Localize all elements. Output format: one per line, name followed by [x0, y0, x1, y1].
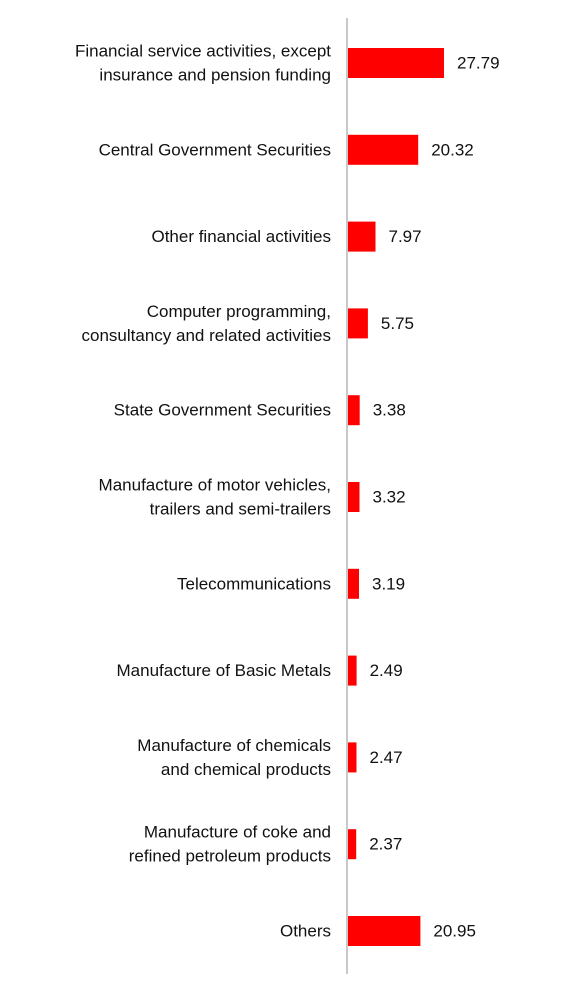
bar-0 — [348, 48, 444, 78]
category-labels-group: Financial service activities, except insu… — [75, 42, 331, 941]
category-label-1: Central Government Securities — [99, 140, 331, 159]
value-label-6: 3.19 — [372, 574, 405, 593]
category-label-line: Others — [280, 922, 331, 941]
category-label-0: Financial service activities, except insu… — [75, 42, 331, 85]
bar-2 — [348, 221, 376, 252]
category-label-line: refined petroleum products — [129, 847, 331, 866]
category-label-line: Manufacture of Basic Metals — [117, 661, 331, 680]
bar-4 — [348, 395, 360, 426]
category-label-4: State Government Securities — [114, 401, 331, 420]
category-label-line: Manufacture of motor vehicles, — [99, 476, 331, 495]
category-label-line: insurance and pension funding — [99, 66, 331, 85]
category-label-7: Manufacture of Basic Metals — [117, 661, 331, 680]
category-label-line: Central Government Securities — [99, 140, 331, 159]
bar-3 — [348, 308, 368, 339]
category-label-line: Telecommunications — [177, 574, 331, 593]
category-label-9: Manufacture of coke and refined petroleum… — [129, 823, 331, 866]
bar-9 — [348, 829, 357, 860]
category-label-line: trailers and semi-trailers — [150, 500, 331, 519]
value-labels-group: 27.79 20.32 7.97 5.75 3.38 3.32 3.19 2.49 2.47 2.… — [369, 54, 499, 941]
value-label-1: 20.32 — [431, 140, 474, 159]
category-label-line: consultancy and related activities — [82, 326, 331, 345]
category-label-6: Telecommunications — [177, 574, 331, 593]
value-label-4: 3.38 — [373, 401, 406, 420]
category-label-line: Financial service activities, except — [75, 42, 331, 61]
category-label-10: Others — [280, 922, 331, 941]
value-label-7: 2.49 — [370, 661, 403, 680]
category-label-line: and chemical products — [161, 760, 331, 779]
value-label-2: 7.97 — [389, 227, 422, 246]
bar-8 — [348, 742, 357, 773]
category-label-line: Manufacture of chemicals — [137, 736, 331, 755]
category-label-5: Manufacture of motor vehicles, trailers a… — [99, 476, 331, 519]
bar-10 — [348, 916, 421, 946]
bars-group — [348, 48, 444, 946]
value-label-3: 5.75 — [381, 314, 414, 333]
bar-6 — [348, 568, 359, 599]
value-label-5: 3.32 — [373, 488, 406, 507]
value-label-8: 2.47 — [370, 748, 403, 767]
category-label-3: Computer programming, consultancy and rel… — [82, 302, 331, 345]
value-label-0: 27.79 — [457, 54, 500, 73]
value-label-9: 2.37 — [369, 835, 402, 854]
category-label-line: State Government Securities — [114, 401, 331, 420]
category-label-line: Other financial activities — [151, 227, 331, 246]
value-label-10: 20.95 — [433, 922, 476, 941]
category-label-line: Computer programming, — [147, 302, 331, 321]
bar-1 — [348, 134, 419, 165]
category-label-8: Manufacture of chemicals and chemical pro… — [137, 736, 331, 779]
bar-5 — [348, 482, 360, 512]
category-label-line: Manufacture of coke and — [144, 823, 331, 842]
bar-7 — [348, 655, 357, 686]
category-label-2: Other financial activities — [151, 227, 331, 246]
